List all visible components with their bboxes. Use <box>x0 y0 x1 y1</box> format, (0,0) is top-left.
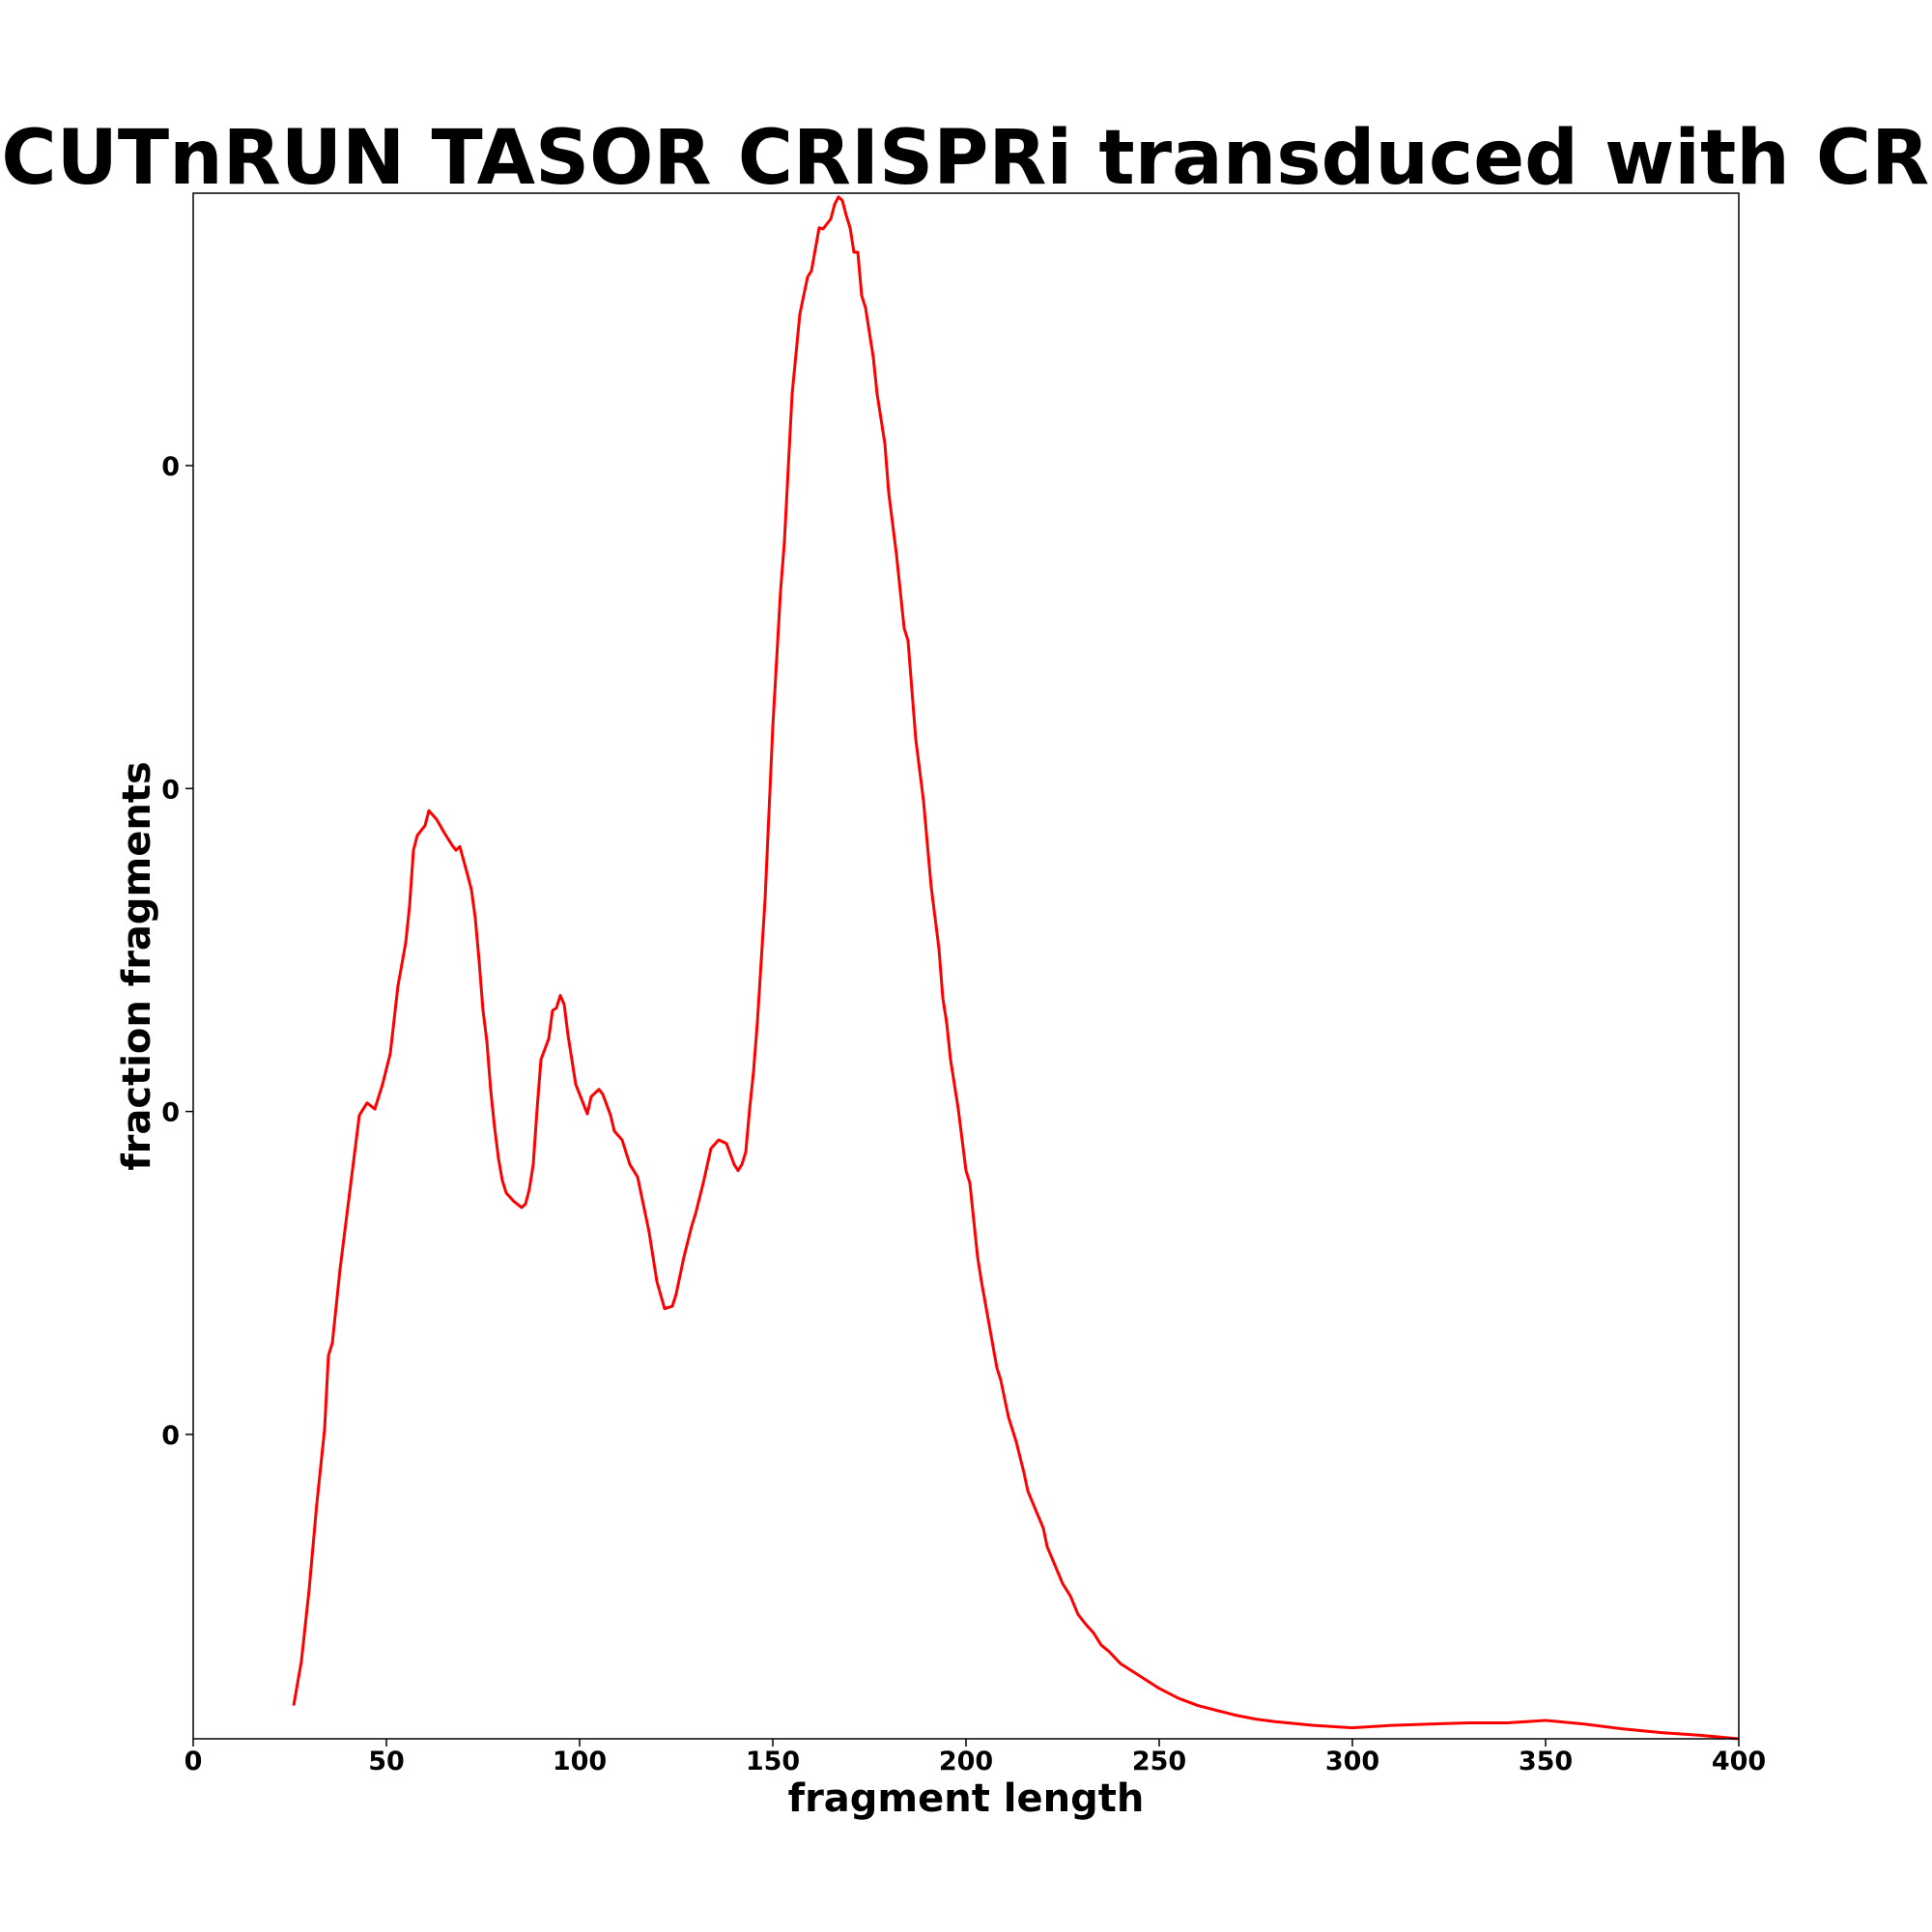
x-tick-label: 150 <box>746 1747 800 1776</box>
y-tick-label: 0 <box>161 775 180 805</box>
plot-frame <box>192 192 1740 1740</box>
chart-title: 08-CUTnRUN TASOR CRISPRi transduced with… <box>0 115 1932 202</box>
x-tick-label: 100 <box>553 1747 607 1776</box>
data-line <box>292 195 1740 1741</box>
x-axis-label: fragment length <box>788 1776 1145 1821</box>
y-tick-label: 0 <box>161 452 180 482</box>
x-tick-label: 250 <box>1132 1747 1186 1776</box>
y-tick-label: 0 <box>161 1098 180 1128</box>
y-tick-label: 0 <box>161 1421 180 1451</box>
y-axis-label: fraction fragments <box>115 761 159 1171</box>
x-tick-label: 400 <box>1712 1747 1766 1776</box>
x-tick-label: 350 <box>1519 1747 1573 1776</box>
x-tick-label: 300 <box>1325 1747 1379 1776</box>
x-tick-label: 50 <box>368 1747 405 1776</box>
x-tick-label: 200 <box>939 1747 993 1776</box>
x-tick-label: 0 <box>185 1747 203 1776</box>
